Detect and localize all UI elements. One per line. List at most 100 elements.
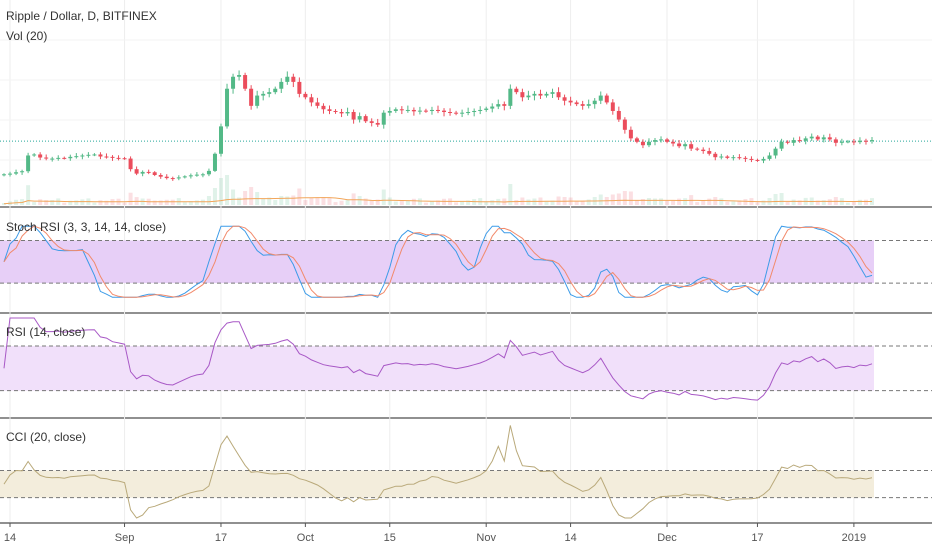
volume-bar xyxy=(375,199,380,205)
candle-body xyxy=(538,93,543,96)
volume-bar xyxy=(357,196,362,205)
volume-bar xyxy=(423,202,428,205)
volume-bar xyxy=(622,191,627,205)
volume-bar xyxy=(405,200,410,205)
candle-body xyxy=(411,109,416,112)
volume-bar xyxy=(303,200,308,205)
candle-body xyxy=(176,177,181,179)
candle-body xyxy=(598,95,603,101)
volume-bar xyxy=(225,175,230,205)
price-pane xyxy=(0,70,932,205)
candle-body xyxy=(14,172,19,174)
candle-body xyxy=(520,92,525,98)
candle-body xyxy=(122,158,127,160)
volume-bar xyxy=(863,199,868,205)
volume-bar xyxy=(821,200,826,205)
volume-bar xyxy=(695,202,700,205)
volume-bar xyxy=(773,194,778,205)
candle-body xyxy=(219,126,223,154)
candle-body xyxy=(490,106,495,109)
candle-body xyxy=(815,136,820,140)
candle-body xyxy=(32,154,37,156)
candle-body xyxy=(646,141,651,146)
rsi-line xyxy=(3,317,873,401)
candle-body xyxy=(755,159,760,161)
candle-body xyxy=(562,97,567,101)
candle-body xyxy=(417,110,422,112)
volume-bar xyxy=(628,191,633,205)
candle-body xyxy=(671,141,676,144)
candle-body xyxy=(26,155,31,172)
candle-body xyxy=(478,109,483,111)
volume-bar xyxy=(574,201,579,205)
volume-bar xyxy=(273,200,278,205)
volume-bar xyxy=(315,198,320,205)
candle-body xyxy=(544,93,549,96)
candle-body xyxy=(731,157,736,159)
volume-bar xyxy=(490,200,495,205)
candle-body xyxy=(128,158,133,170)
volume-bar xyxy=(640,199,645,205)
volume-bar xyxy=(333,202,338,205)
volume-bar xyxy=(309,197,314,205)
candle-body xyxy=(689,144,694,149)
candle-body xyxy=(863,140,868,142)
candle-body xyxy=(315,102,320,106)
candle-body xyxy=(357,116,362,120)
candle-body xyxy=(472,110,477,113)
volume-bar xyxy=(291,195,296,205)
candle-body xyxy=(442,110,447,113)
candle-body xyxy=(791,140,796,143)
candle-body xyxy=(333,110,338,113)
volume-bar xyxy=(701,200,706,205)
volume-bar xyxy=(544,201,549,205)
candle-body xyxy=(423,110,428,112)
indicator-band xyxy=(0,240,874,284)
volume-bar xyxy=(526,199,531,205)
volume-bar xyxy=(743,199,748,205)
volume-bar xyxy=(634,200,639,205)
volume-bar xyxy=(2,203,6,205)
candle-body xyxy=(436,109,440,111)
volume-bar xyxy=(104,200,109,205)
candle-body xyxy=(610,102,615,111)
candle-body xyxy=(797,140,802,142)
candle-body xyxy=(448,112,453,114)
volume-bar xyxy=(182,202,187,205)
volume-bar xyxy=(32,202,37,205)
cci-title: CCI (20, close) xyxy=(6,430,86,444)
volume-bar xyxy=(550,200,555,205)
candle-body xyxy=(146,171,151,173)
volume-bar xyxy=(237,197,242,205)
candle-body xyxy=(683,144,688,147)
volume-bar xyxy=(369,200,374,205)
candle-body xyxy=(779,141,784,149)
volume-bar xyxy=(387,197,392,205)
candle-body xyxy=(833,139,838,143)
candle-body xyxy=(74,156,79,158)
candle-body xyxy=(616,110,621,120)
candle-body xyxy=(737,157,742,159)
candle-body xyxy=(845,141,850,143)
candle-body xyxy=(429,109,434,111)
volume-bar xyxy=(164,199,169,205)
candle-body xyxy=(194,174,199,176)
candle-body xyxy=(188,175,193,177)
volume-bar xyxy=(683,198,688,205)
volume-bar xyxy=(514,200,519,205)
candle-body xyxy=(243,75,248,89)
volume-bar xyxy=(713,197,718,205)
volume-bar xyxy=(411,198,416,205)
volume-bar xyxy=(261,198,266,205)
candle-body xyxy=(773,148,778,156)
volume-label: Vol (20) xyxy=(6,29,47,43)
candle-body xyxy=(592,100,597,105)
x-tick-label: 14 xyxy=(4,532,16,544)
candle-body xyxy=(381,112,386,125)
candle-body xyxy=(339,112,344,114)
candle-body xyxy=(104,156,109,158)
candle-body xyxy=(231,76,236,89)
candle-body xyxy=(466,112,471,114)
volume-bar xyxy=(158,200,163,205)
volume-bar xyxy=(815,200,820,205)
